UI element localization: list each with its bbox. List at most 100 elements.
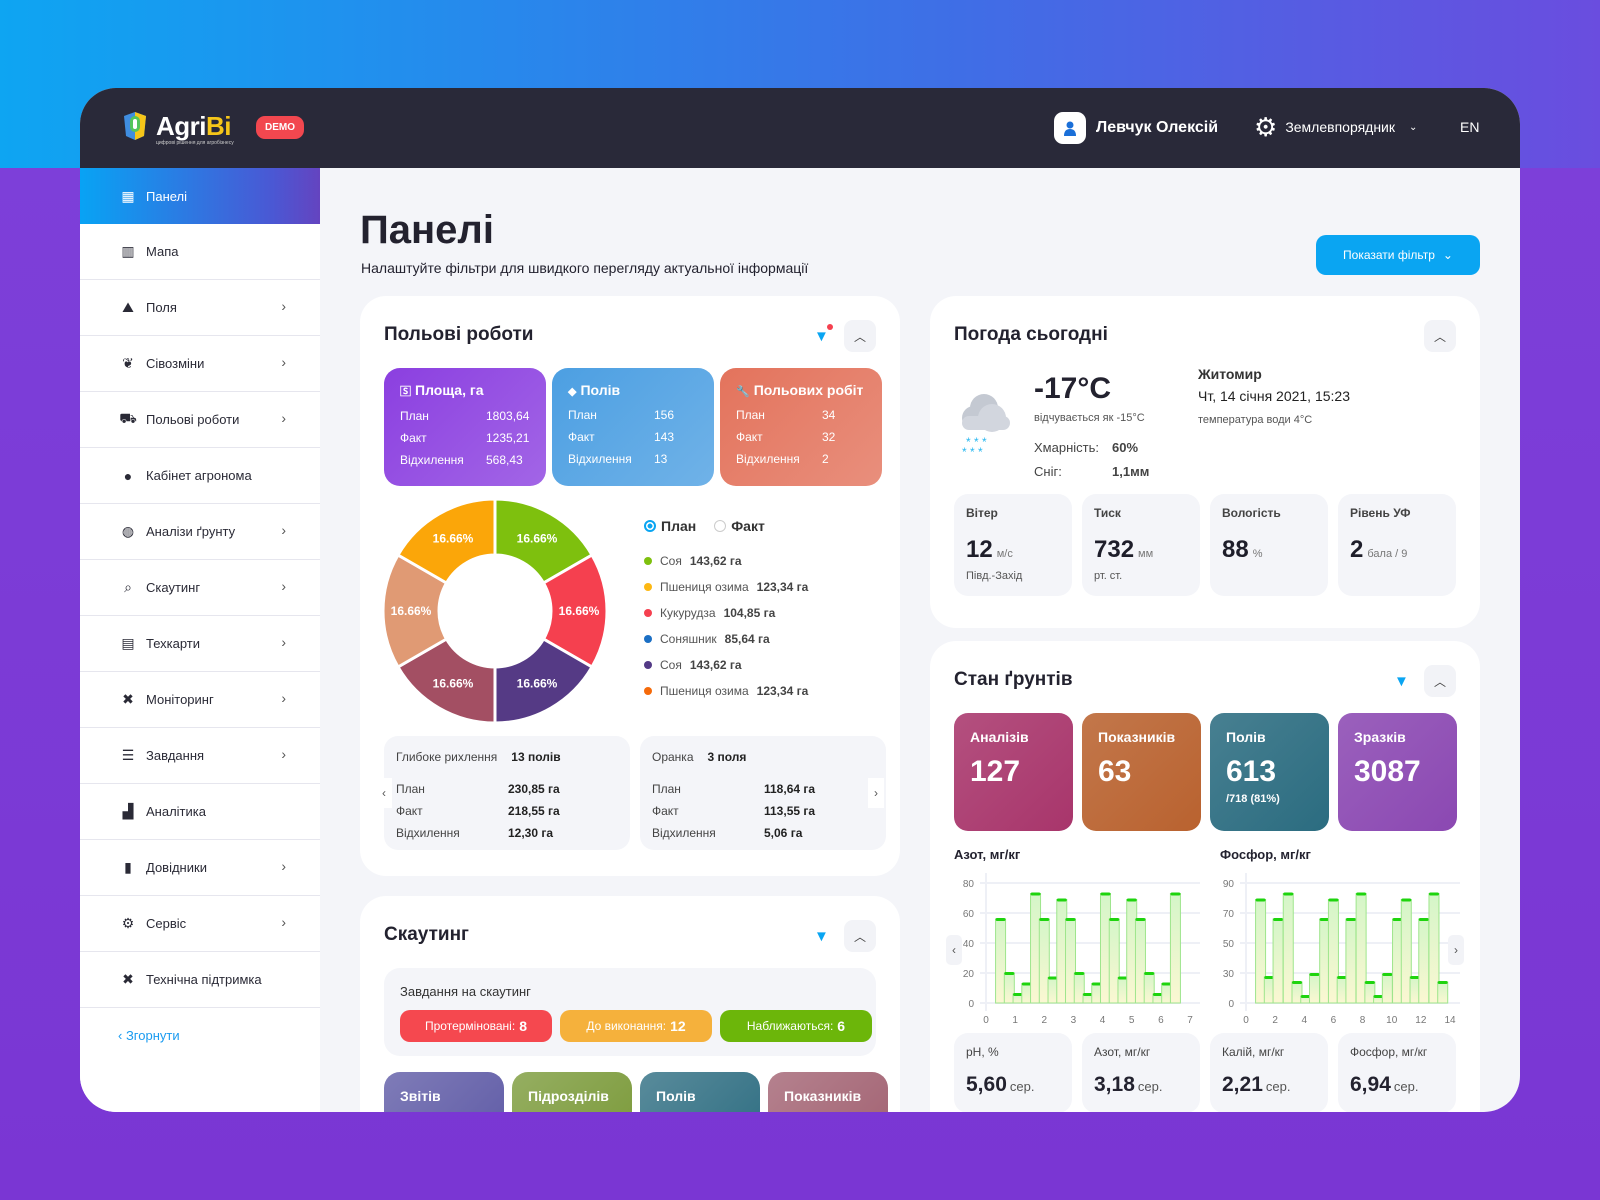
sidebar-item[interactable]: ☰ Завдання ›: [80, 728, 320, 784]
bar-cap: [1410, 976, 1421, 979]
card-title: Стан ґрунтів: [954, 669, 1073, 690]
prev-arrow[interactable]: ‹: [946, 935, 962, 965]
area-icon: 🅂: [400, 386, 411, 398]
page-title: Панелі: [360, 208, 494, 252]
bar[interactable]: [1345, 918, 1357, 1004]
sidebar-item[interactable]: ⌕ Скаутинг ›: [80, 560, 320, 616]
bar-cap: [1364, 981, 1375, 984]
sidebar-item[interactable]: ⚙ Сервіс ›: [80, 896, 320, 952]
fact-radio[interactable]: Факт: [714, 518, 765, 534]
sidebar-item[interactable]: ✖ Моніторинг ›: [80, 672, 320, 728]
top-header: AgriBi цифрові рішення для агробізнесу D…: [80, 88, 1520, 168]
donut-slice[interactable]: [395, 497, 497, 586]
soil-stat-card[interactable]: Полів 613/718 (81%): [1210, 713, 1329, 831]
logo[interactable]: AgriBi цифрові рішення для агробізнесу: [120, 110, 234, 146]
field-works-card: Польові роботи ▼ ︿ 🅂 Площа, га План 1803,64…: [360, 296, 900, 876]
sidebar-item[interactable]: ⛟ Польові роботи ›: [80, 392, 320, 448]
scouting-stat-card[interactable]: Підрозділів: [512, 1072, 632, 1112]
filter-icon[interactable]: ▼: [814, 324, 833, 345]
bar-cap: [1161, 982, 1172, 986]
scouting-stat-card[interactable]: Полів: [640, 1072, 760, 1112]
sidebar-item[interactable]: ✖ Технічна підтримка: [80, 952, 320, 1008]
scouting-tasks: Завдання на скаутинг Протерміновані: 8 До …: [384, 968, 876, 1056]
sidebar-item[interactable]: ▥ Мапа: [80, 224, 320, 280]
work-count: 3 поля: [707, 750, 747, 764]
bar-cap: [1074, 972, 1085, 975]
bar-cap: [1039, 918, 1050, 921]
work-name: Глибоке рихлення: [396, 750, 498, 764]
stat-row: План 1803,64: [400, 409, 530, 423]
tile-value: 2 бала / 9: [1350, 536, 1408, 563]
bar-cap: [1382, 973, 1393, 976]
phosphorus-chart-title: Фосфор, мг/кг: [1220, 847, 1311, 862]
sidebar-item[interactable]: ▮ Довідники ›: [80, 840, 320, 896]
bar[interactable]: [1418, 918, 1430, 1004]
collapse-button[interactable]: ︿: [1424, 320, 1456, 352]
chevron-right-icon: ›: [281, 634, 286, 650]
avatar: [1054, 112, 1086, 144]
prev-arrow[interactable]: ‹: [376, 778, 392, 808]
scouting-stat-card[interactable]: Показників: [768, 1072, 888, 1112]
language-switch[interactable]: EN: [1460, 119, 1480, 135]
scouting-status-pill[interactable]: До виконання: 12: [560, 1010, 712, 1042]
bar-cap: [1401, 898, 1412, 902]
bar-cap: [1418, 918, 1429, 921]
tasks-icon: ☰: [121, 747, 135, 763]
nitrogen-bar-chart: 0 20 40 60 80 0 1 2 3 4 5 6 7: [963, 873, 1200, 1026]
filter-icon[interactable]: ▼: [814, 928, 829, 945]
y-tick-label: 70: [1223, 909, 1235, 920]
stat-title: 🔧 Польових робіт: [736, 382, 864, 398]
x-tick-label: 2: [1272, 1015, 1278, 1026]
bar-cap: [1373, 995, 1384, 998]
sidebar-item[interactable]: ❦ Сівозміни ›: [80, 336, 320, 392]
x-tick-label: 3: [1071, 1015, 1077, 1026]
collapse-button[interactable]: ︿: [1424, 665, 1456, 697]
role-selector[interactable]: ⚙ Землевпорядник ⌄: [1254, 114, 1417, 140]
stat-card[interactable]: 🔧 Польових робіт План 34 Факт 32 Відхилення 2: [720, 368, 882, 486]
stat-card[interactable]: 🅂 Площа, га План 1803,64 Факт 1235,21 Відхилен…: [384, 368, 546, 486]
show-filter-button[interactable]: Показати фільтр ⌄: [1316, 235, 1480, 275]
sidebar-item[interactable]: ● Кабінет агронома: [80, 448, 320, 504]
stat-card[interactable]: ◆ Полів План 156 Факт 143 Відхилення 13: [552, 368, 714, 486]
sidebar-item[interactable]: ⛰ Поля ›: [80, 280, 320, 336]
x-tick-label: 0: [1243, 1015, 1249, 1026]
weather-tile: Вологість 88%: [1210, 494, 1328, 596]
bar[interactable]: [1272, 918, 1284, 1004]
bar-cap: [1109, 918, 1120, 921]
bar[interactable]: [1169, 893, 1181, 1004]
role-label: Землевпорядник: [1285, 119, 1395, 135]
y-tick-label: 30: [1223, 969, 1235, 980]
scouting-status-pill[interactable]: Протерміновані: 8: [400, 1010, 552, 1042]
soil-stat-card[interactable]: Показників 63: [1082, 713, 1201, 831]
bar[interactable]: [1381, 973, 1393, 1004]
city: Житомир: [1198, 366, 1262, 382]
bar[interactable]: [1308, 973, 1320, 1004]
next-arrow[interactable]: ›: [1448, 935, 1464, 965]
sidebar-item[interactable]: ◍ Аналізи ґрунту ›: [80, 504, 320, 560]
card-title: Погода сьогодні: [954, 324, 1108, 345]
collapse-button[interactable]: ︿: [844, 920, 876, 952]
bar-cap: [1337, 976, 1348, 979]
next-arrow[interactable]: ›: [868, 778, 884, 808]
weather-card: Погода сьогодні ︿ * * * * * * -17°C відчу…: [930, 296, 1480, 628]
soil-stat-card[interactable]: Зразків 3087: [1338, 713, 1457, 831]
sidebar-item[interactable]: ▦ Панелі: [80, 168, 320, 224]
plan-radio[interactable]: План: [644, 518, 696, 534]
donut-legend: План Факт Соя 143,62 га Пшениця озима 123,3…: [644, 518, 808, 710]
scouting-status-pill[interactable]: Наближаються: 6: [720, 1010, 872, 1042]
scouting-tasks-label: Завдання на скаутинг: [400, 984, 531, 999]
bar-cap: [1135, 918, 1146, 921]
scouting-stat-card[interactable]: Звітів: [384, 1072, 504, 1112]
sidebar-item[interactable]: ▤ Техкарти ›: [80, 616, 320, 672]
user-menu[interactable]: Левчук Олексій: [1054, 112, 1218, 144]
collapse-button[interactable]: ︿: [844, 320, 876, 352]
sidebar-item[interactable]: ▟ Аналітика: [80, 784, 320, 840]
stat-row: Факт 32: [736, 430, 836, 444]
bar[interactable]: [1437, 981, 1449, 1004]
filter-icon[interactable]: ▼: [1394, 673, 1409, 690]
sidebar-item-label: Поля: [146, 300, 177, 315]
soil-average-tile: Калій, мг/кг 2,21 сер.: [1210, 1033, 1328, 1112]
legend-dot: [644, 609, 652, 617]
collapse-sidebar-button[interactable]: ‹ Згорнути: [118, 1028, 180, 1043]
soil-stat-card[interactable]: Аналізів 127: [954, 713, 1073, 831]
